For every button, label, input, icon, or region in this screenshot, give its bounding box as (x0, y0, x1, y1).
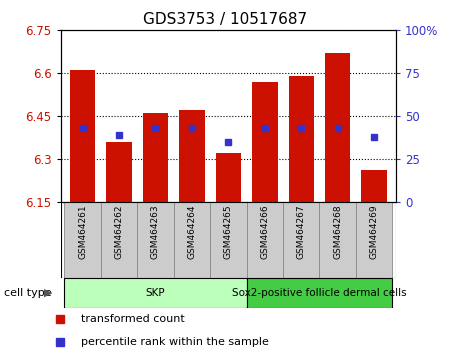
Bar (143, 113, 168, 202)
Text: GSM464268: GSM464268 (333, 204, 342, 259)
Text: GSM464264: GSM464264 (188, 204, 197, 258)
Bar (216, 153, 241, 202)
Bar (137, 202, 174, 278)
Bar (247, 202, 283, 278)
Text: SKP: SKP (146, 288, 165, 298)
Text: cell type: cell type (4, 288, 52, 298)
Bar (101, 202, 137, 278)
Bar (288, 76, 314, 202)
Bar (179, 110, 205, 202)
Bar (361, 170, 387, 202)
Text: GSM464265: GSM464265 (224, 204, 233, 259)
Bar (252, 82, 278, 202)
Text: Sox2-positive follicle dermal cells: Sox2-positive follicle dermal cells (232, 288, 407, 298)
Bar (64, 202, 101, 278)
Bar (283, 202, 320, 278)
Text: GSM464266: GSM464266 (260, 204, 269, 259)
Bar (325, 53, 351, 202)
Text: percentile rank within the sample: percentile rank within the sample (81, 337, 269, 348)
Text: GSM464267: GSM464267 (297, 204, 306, 259)
Bar (106, 142, 132, 202)
Bar (247, 278, 392, 308)
Text: transformed count: transformed count (81, 314, 185, 325)
Text: GSM464269: GSM464269 (369, 204, 378, 259)
Bar (356, 202, 392, 278)
Bar (210, 202, 247, 278)
Bar (64, 278, 247, 308)
Bar (320, 202, 356, 278)
Bar (70, 70, 95, 202)
Bar (174, 202, 210, 278)
Text: GSM464263: GSM464263 (151, 204, 160, 259)
Text: ▶: ▶ (44, 288, 53, 298)
Text: GSM464261: GSM464261 (78, 204, 87, 259)
Text: GSM464262: GSM464262 (115, 204, 124, 258)
Text: GDS3753 / 10517687: GDS3753 / 10517687 (143, 12, 307, 27)
